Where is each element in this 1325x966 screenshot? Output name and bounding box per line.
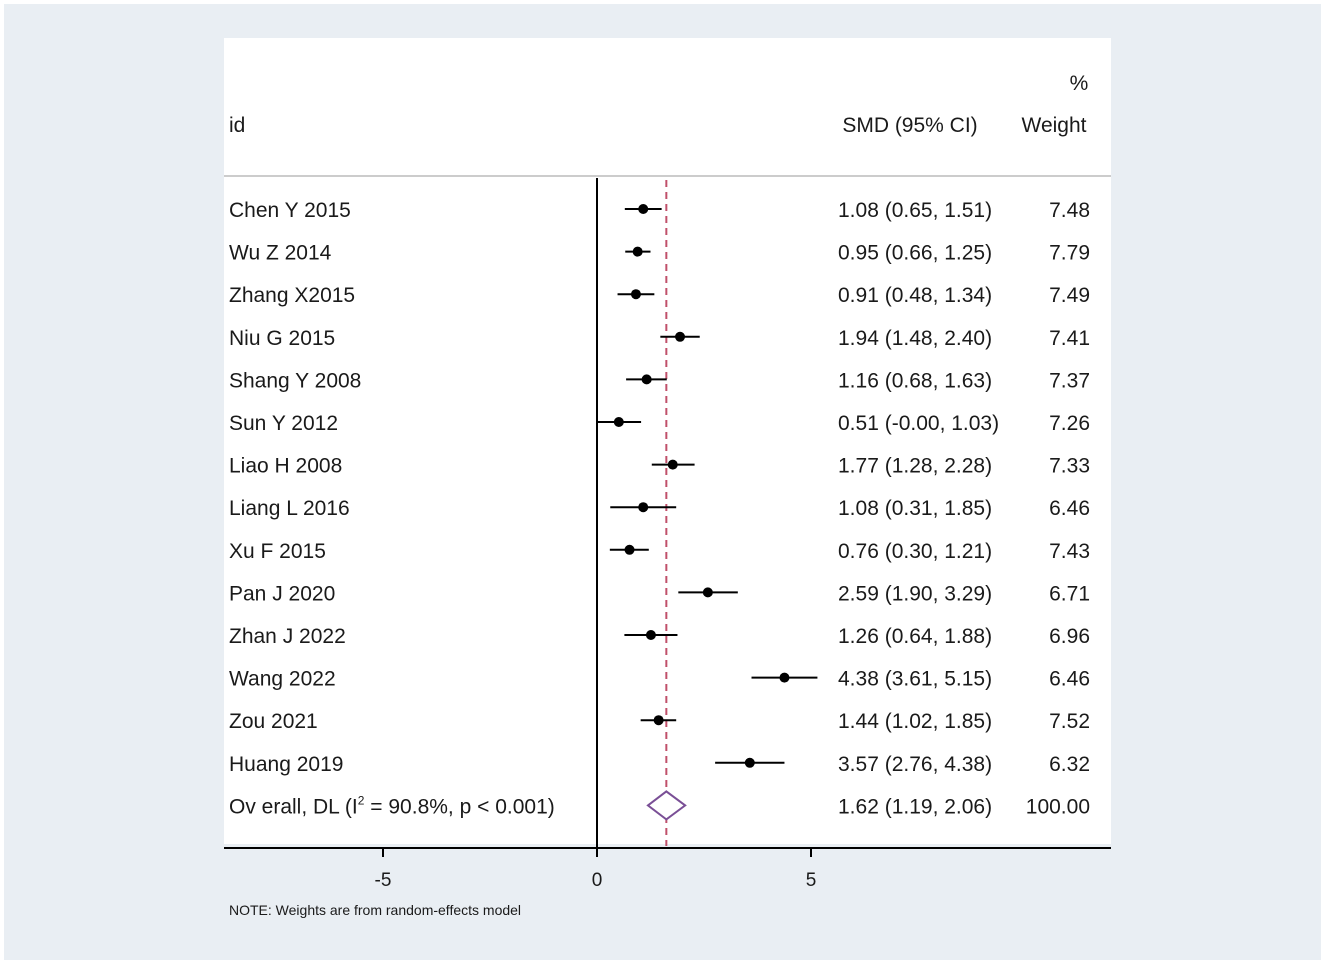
weight-value: 7.52 xyxy=(1049,710,1090,733)
point-estimate xyxy=(702,587,713,598)
study-row: Chen Y 2015 1.08 (0.65, 1.51) 7.48 xyxy=(229,199,1090,222)
smd-ci-value: 1.16 (0.68, 1.63) xyxy=(838,369,992,392)
smd-ci-value: 4.38 (3.61, 5.15) xyxy=(838,668,992,691)
x-tick-label: -5 xyxy=(375,870,392,891)
study-row: Zhan J 2022 1.26 (0.64, 1.88) 6.96 xyxy=(229,625,1090,648)
weight-value: 7.26 xyxy=(1049,412,1090,435)
point-estimate xyxy=(630,289,641,300)
smd-ci-value: 1.08 (0.65, 1.51) xyxy=(838,199,992,222)
study-label: Niu G 2015 xyxy=(229,327,335,350)
overall-label-superscript: 2 xyxy=(358,793,365,807)
smd-ci-value: 2.59 (1.90, 3.29) xyxy=(838,582,992,605)
weight-value: 7.43 xyxy=(1049,540,1090,563)
point-estimate xyxy=(667,459,678,470)
smd-ci-value: 1.94 (1.48, 2.40) xyxy=(838,327,992,350)
point-estimate xyxy=(638,204,649,214)
point-estimate xyxy=(641,374,652,385)
weight-value: 6.46 xyxy=(1049,497,1090,520)
smd-ci-value: 0.95 (0.66, 1.25) xyxy=(838,242,992,265)
smd-ci-value: 0.91 (0.48, 1.34) xyxy=(838,284,992,307)
study-label: Pan J 2020 xyxy=(229,582,335,605)
study-label: Xu F 2015 xyxy=(229,540,326,563)
reference-lines xyxy=(596,178,668,848)
study-label: Chen Y 2015 xyxy=(229,199,351,222)
overall-label-prefix: Ov erall, DL (I xyxy=(229,795,358,818)
study-row: Sun Y 2012 0.51 (-0.00, 1.03) 7.26 xyxy=(229,412,1090,435)
weight-value: 7.37 xyxy=(1049,369,1090,392)
weight-percent-header: % xyxy=(1070,72,1089,95)
point-estimate xyxy=(645,630,656,640)
study-label: Shang Y 2008 xyxy=(229,369,361,392)
study-row: Huang 2019 3.57 (2.76, 4.38) 6.32 xyxy=(229,753,1090,776)
point-estimate xyxy=(624,544,635,555)
study-label: Wu Z 2014 xyxy=(229,242,332,265)
smd-ci-value: 1.26 (0.64, 1.88) xyxy=(838,625,992,648)
overall-smd-ci-value: 1.62 (1.19, 2.06) xyxy=(838,795,992,818)
weight-value: 6.46 xyxy=(1049,668,1090,691)
study-rows: Chen Y 2015 1.08 (0.65, 1.51) 7.48 Wu Z 201… xyxy=(229,199,1090,821)
overall-diamond xyxy=(646,790,687,821)
study-label: Zhang X2015 xyxy=(229,284,355,307)
study-row: Zhang X2015 0.91 (0.48, 1.34) 7.49 xyxy=(229,284,1090,307)
study-row: Liang L 2016 1.08 (0.31, 1.85) 6.46 xyxy=(229,497,1090,520)
point-estimate xyxy=(779,672,790,683)
smd-ci-value: 1.77 (1.28, 2.28) xyxy=(838,455,992,478)
weight-header: Weight xyxy=(1022,114,1087,137)
weight-value: 7.41 xyxy=(1049,327,1090,350)
smd-ci-value: 1.44 (1.02, 1.85) xyxy=(838,710,992,733)
study-row: Wu Z 2014 0.95 (0.66, 1.25) 7.79 xyxy=(229,242,1090,265)
x-tick-label: 5 xyxy=(806,870,817,891)
study-row: Xu F 2015 0.76 (0.30, 1.21) 7.43 xyxy=(229,540,1090,563)
point-estimate xyxy=(638,502,649,513)
point-estimate xyxy=(675,331,686,342)
study-row: Zou 2021 1.44 (1.02, 1.85) 7.52 xyxy=(229,710,1090,733)
study-label: Huang 2019 xyxy=(229,753,343,776)
plot-panel xyxy=(224,38,1111,844)
id-header: id xyxy=(229,114,245,137)
study-label: Liao H 2008 xyxy=(229,455,342,478)
study-row: Niu G 2015 1.94 (1.48, 2.40) 7.41 xyxy=(229,327,1090,350)
weight-value: 6.32 xyxy=(1049,753,1090,776)
point-estimate xyxy=(613,417,624,427)
x-tick-label: 0 xyxy=(592,870,603,891)
overall-label-suffix: = 90.8%, p < 0.001) xyxy=(364,795,554,818)
weight-value: 7.79 xyxy=(1049,242,1090,265)
study-row: Wang 2022 4.38 (3.61, 5.15) 6.46 xyxy=(229,668,1090,691)
overall-label: Ov erall, DL (I2 = 90.8%, p < 0.001) xyxy=(229,793,555,818)
study-row: Shang Y 2008 1.16 (0.68, 1.63) 7.37 xyxy=(229,369,1090,392)
point-estimate xyxy=(744,757,755,768)
smd-ci-value: 1.08 (0.31, 1.85) xyxy=(838,497,992,520)
point-estimate xyxy=(653,715,664,726)
overall-weight-value: 100.00 xyxy=(1026,795,1090,818)
weight-value: 6.71 xyxy=(1049,582,1090,605)
study-label: Zou 2021 xyxy=(229,710,318,733)
weight-value: 7.49 xyxy=(1049,284,1090,307)
weight-value: 7.48 xyxy=(1049,199,1090,222)
smd-ci-value: 3.57 (2.76, 4.38) xyxy=(838,753,992,776)
study-row: Liao H 2008 1.77 (1.28, 2.28) 7.33 xyxy=(229,455,1090,478)
weight-value: 6.96 xyxy=(1049,625,1090,648)
smd-ci-value: 0.51 (-0.00, 1.03) xyxy=(838,412,999,435)
overall-row: Ov erall, DL (I2 = 90.8%, p < 0.001) 1.62… xyxy=(229,790,1090,821)
weight-value: 7.33 xyxy=(1049,455,1090,478)
footnote: NOTE: Weights are from random-effects mo… xyxy=(229,902,521,918)
x-axis: -5 0 5 xyxy=(224,847,1111,891)
smd-header: SMD (95% CI) xyxy=(842,114,977,137)
study-row: Pan J 2020 2.59 (1.90, 3.29) 6.71 xyxy=(229,582,1090,605)
point-estimate xyxy=(632,246,643,257)
study-label: Wang 2022 xyxy=(229,668,336,691)
study-label: Zhan J 2022 xyxy=(229,625,346,648)
study-label: Liang L 2016 xyxy=(229,497,350,520)
smd-ci-value: 0.76 (0.30, 1.21) xyxy=(838,540,992,563)
study-label: Sun Y 2012 xyxy=(229,412,338,435)
